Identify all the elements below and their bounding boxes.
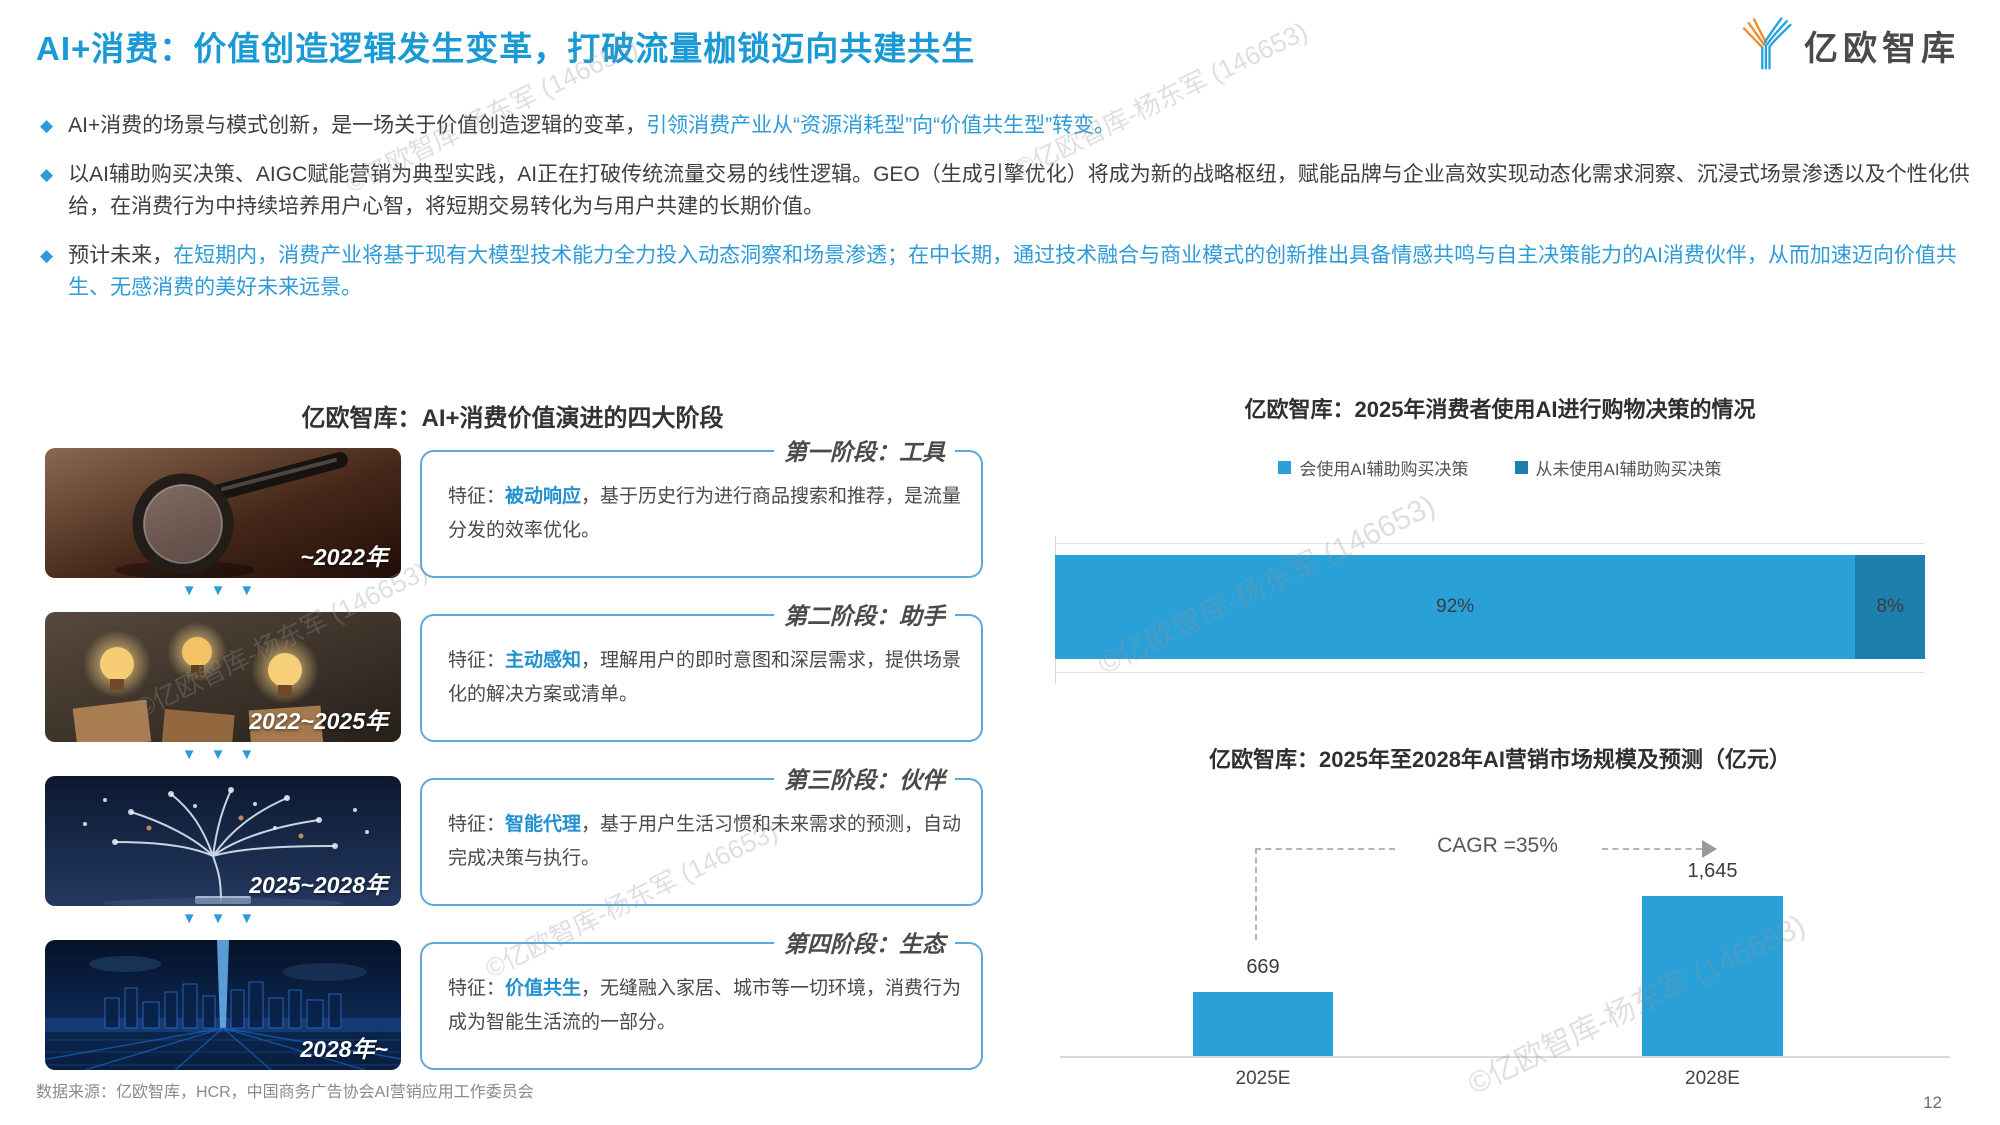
stage-4-card: 第四阶段：生态 特征：价值共生，无缝融入家居、城市等一切环境，消费行为成为智能生… [420,928,983,1070]
stage-4-period: 2028年~ [300,1036,388,1062]
brand-logo-text: 亿欧智库 [1804,30,1960,68]
chart1-title: 亿欧智库：2025年消费者使用AI进行购物决策的情况 [1244,397,1756,422]
cagr-bracket-vertical-line [1255,848,1257,940]
bullet-1: ◆ AI+消费的场景与模式创新，是一场关于价值创造逻辑的变革，引领消费产业从“资… [40,110,1970,142]
page-number: 12 [1923,1093,1942,1112]
chart2-title: 亿欧智库：2025年至2028年AI营销市场规模及预测（亿元） [1209,747,1791,772]
bullet-1-text: AI+消费的场景与模式创新，是一场关于价值创造逻辑的变革，引领消费产业从“资源消… [68,114,1116,137]
chart2-bar-2028 [1642,896,1783,1058]
stage-4-header: 第四阶段：生态 [774,928,955,960]
stage-3-header: 第三阶段：伙伴 [774,764,955,796]
stage-3-image: 2025~2028年 [45,776,401,906]
stage-3-card: 第三阶段：伙伴 特征：智能代理，基于用户生活习惯和未来需求的预测，自动完成决策与… [420,764,983,906]
diamond-bullet-icon: ◆ [40,116,54,135]
stage-1-header: 第一阶段：工具 [774,436,955,468]
chart2-value-2028: 1,645 [1687,860,1738,882]
stage-4-image: 2028年~ [45,940,401,1070]
chart2-category-2028: 2028E [1685,1068,1740,1089]
bullet-3: ◆ 预计未来，在短期内，消费产业将基于现有大模型技术能力全力投入动态洞察和场景渗… [40,240,1970,304]
stage-4-desc: 特征：价值共生，无缝融入家居、城市等一切环境，消费行为成为智能生活流的一部分。 [448,978,962,1033]
key-findings: ◆ AI+消费的场景与模式创新，是一场关于价值创造逻辑的变革，引领消费产业从“资… [40,110,1970,321]
page-title: AI+消费：价值创造逻辑发生变革，打破流量枷锁迈向共建共生 [36,30,976,67]
stage-3-desc: 特征：智能代理，基于用户生活习惯和未来需求的预测，自动完成决策与执行。 [448,814,962,869]
stage-1-period: ~2022年 [300,544,388,570]
down-arrows-icon: ▼▼▼ [181,746,269,763]
legend-swatch-light-blue [1278,461,1292,474]
stage-3-period: 2025~2028年 [249,872,388,898]
bullet-3-text: 预计未来，在短期内，消费产业将基于现有大模型技术能力全力投入动态洞察和场景渗透；… [68,244,1957,299]
diamond-bullet-icon: ◆ [40,165,54,184]
cagr-arrow-line [1602,848,1702,850]
chart2-value-2025: 669 [1246,956,1280,978]
cagr-bracket-horizontal-line [1255,848,1395,850]
diamond-bullet-icon: ◆ [40,246,54,265]
chart1-legend: 会使用AI辅助购买决策 从未使用AI辅助购买决策 [1040,455,1960,480]
stage-1-desc: 特征：被动响应，基于历史行为进行商品搜索和推荐，是流量分发的效率优化。 [448,486,962,541]
legend-item-non-users: 从未使用AI辅助购买决策 [1514,455,1722,480]
cagr-annotation: CAGR =35% [1437,834,1558,857]
light-bulbs-photo [45,612,401,742]
stage-2-image: 2022~2025年 [45,612,401,742]
chart2-x-axis-line [1060,1056,1950,1058]
smart-city-photo [45,940,401,1070]
legend-item-ai-users: 会使用AI辅助购买决策 [1278,455,1469,480]
stage-1-image: ~2022年 [45,448,401,578]
chart1-segment-ai-users: 92% [1055,555,1856,659]
stage-2-period: 2022~2025年 [249,708,388,734]
chart1-plot-area: 92% 8% [1055,543,1925,673]
chart1-segment-non-users: 8% [1855,555,1925,659]
down-arrows-icon: ▼▼▼ [181,910,269,927]
stage-1-card: 第一阶段：工具 特征：被动响应，基于历史行为进行商品搜索和推荐，是流量分发的效率… [420,436,983,578]
chart2-bar-2025 [1193,992,1333,1058]
brand-logo: 亿欧智库 [1736,14,1960,77]
chart1-stacked-bar: 92% 8% [1055,555,1925,659]
chart2-category-2025: 2025E [1235,1068,1291,1089]
bullet-2: ◆ 以AI辅助购买决策、AIGC赋能营销为典型实践，AI正在打破传统流量交易的线… [40,159,1970,223]
down-arrows-icon: ▼▼▼ [181,582,269,599]
neural-tree-photo [45,776,401,906]
stage-2-header: 第二阶段：助手 [774,600,955,632]
stage-2-desc: 特征：主动感知，理解用户的即时意图和深层需求，提供场景化的解决方案或清单。 [448,650,962,705]
stage-2-card: 第二阶段：助手 特征：主动感知，理解用户的即时意图和深层需求，提供场景化的解决方… [420,600,983,742]
stages-section-title: 亿欧智库：AI+消费价值演进的四大阶段 [301,405,724,432]
bullet-2-text: 以AI辅助购买决策、AIGC赋能营销为典型实践，AI正在打破传统流量交易的线性逻… [68,163,1970,218]
cagr-arrow-head-icon [1702,840,1717,858]
brand-logo-icon [1736,14,1794,77]
data-source-note: 数据来源：亿欧智库，HCR，中国商务广告协会AI营销应用工作委员会 [36,1084,534,1101]
magnifying-glass-photo [45,448,401,578]
legend-swatch-dark-blue [1514,461,1528,474]
